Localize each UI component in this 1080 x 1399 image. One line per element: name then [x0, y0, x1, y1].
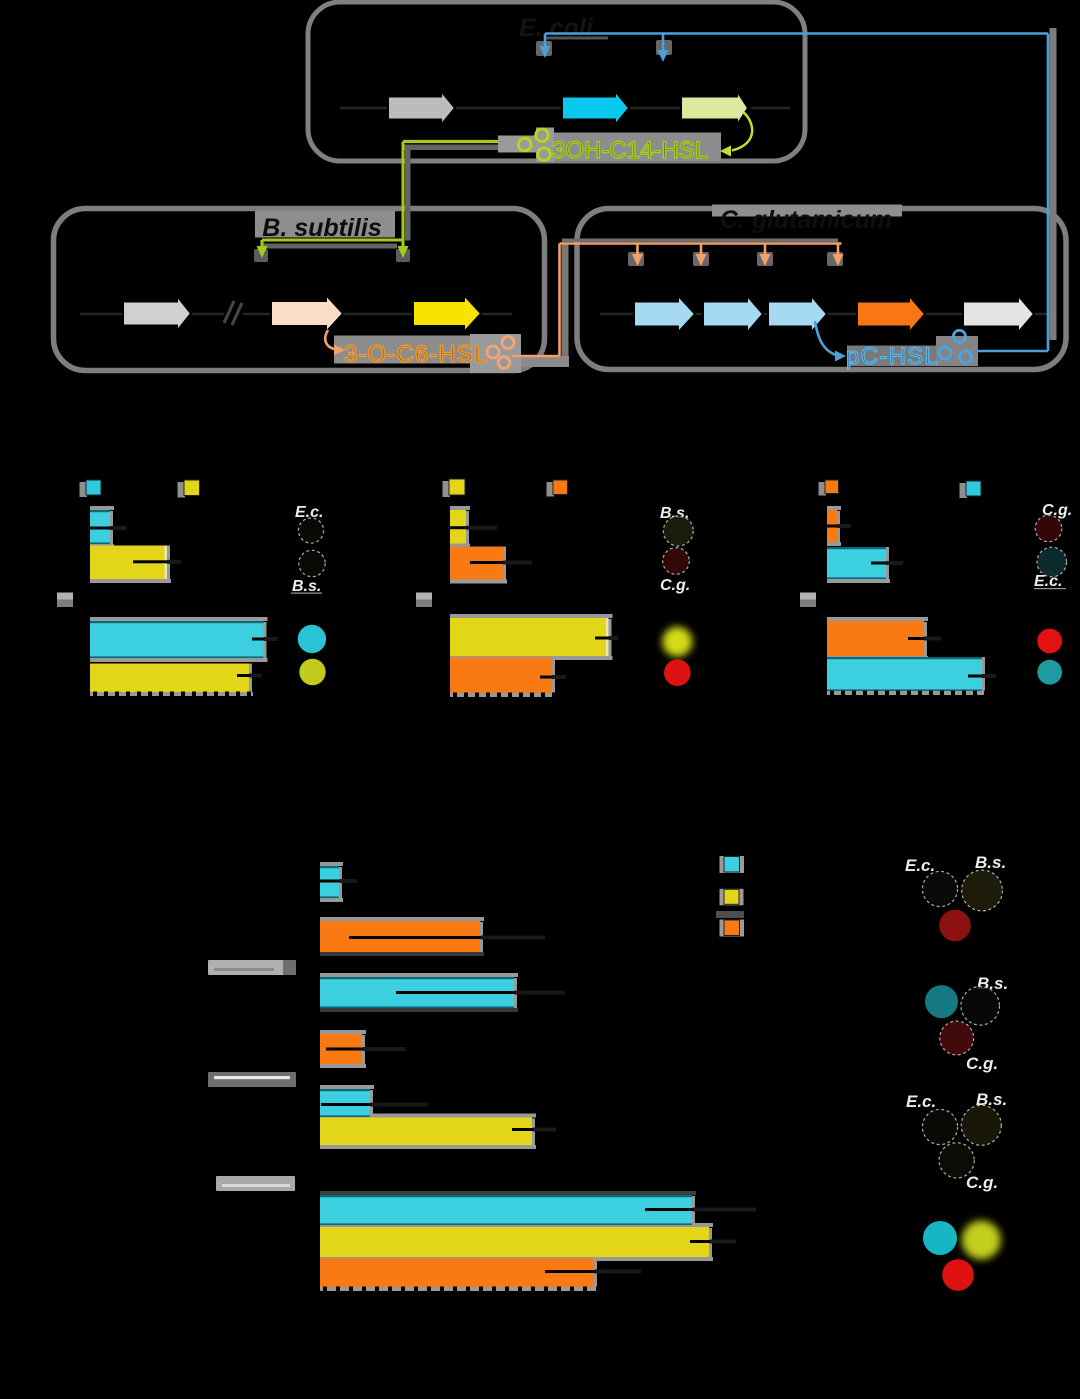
svg-text:3OH-C14-HSL: 3OH-C14-HSL [552, 137, 708, 164]
svg-text:pC-HSL: pC-HSL [846, 343, 939, 370]
svg-text:E.c.: E.c. [906, 1092, 936, 1111]
svg-text:3OH-C14-HSL: 3OH-C14-HSL [552, 137, 708, 164]
svg-text:C.g.: C.g. [966, 1054, 998, 1073]
svg-text:B.s.: B.s. [292, 578, 321, 595]
svg-text:pC-HSL: pC-HSL [846, 343, 939, 370]
svg-text:C.g.: C.g. [660, 577, 690, 594]
svg-text:B.s.: B.s. [975, 853, 1006, 872]
svg-text:C.g.: C.g. [966, 1173, 998, 1192]
svg-text:3-O-C6-HSL: 3-O-C6-HSL [344, 341, 488, 368]
svg-text:B. subtilis: B. subtilis [262, 214, 382, 242]
svg-text:E.c.: E.c. [905, 856, 935, 875]
svg-text:3-O-C6-HSL: 3-O-C6-HSL [344, 341, 488, 368]
svg-text:B.s.: B.s. [976, 1090, 1007, 1109]
svg-text:E.c.: E.c. [295, 504, 323, 521]
svg-text:C. glutamicum: C. glutamicum [720, 206, 892, 234]
svg-text:E.c.: E.c. [1034, 573, 1062, 590]
